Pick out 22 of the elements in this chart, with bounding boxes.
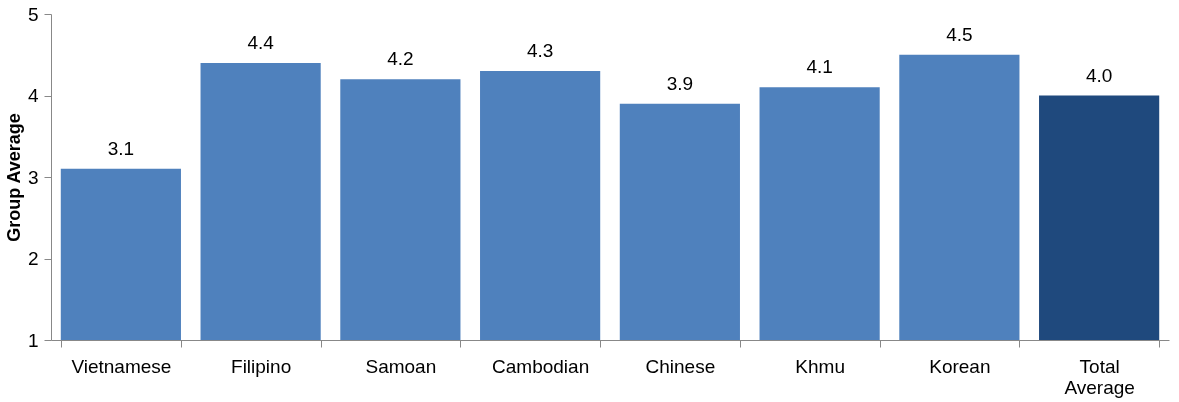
y-axis-title: Group Average — [3, 113, 24, 242]
x-tick-label: Filipino — [231, 355, 292, 377]
data-label: 4.5 — [946, 23, 973, 45]
y-tick-label: 1 — [27, 329, 39, 351]
y-tick-label: 3 — [27, 166, 39, 188]
x-tick-label: Korean — [929, 355, 991, 377]
x-tick-label: Cambodian — [492, 355, 590, 377]
data-label: 4.0 — [1085, 64, 1113, 86]
y-tick-label: 2 — [27, 248, 39, 269]
data-label: 4.2 — [387, 48, 414, 70]
data-label: 4.4 — [247, 31, 275, 53]
x-tick-label: Chinese — [645, 355, 716, 377]
y-tick-label: 4 — [27, 85, 39, 106]
data-label: 3.9 — [666, 72, 694, 94]
x-tick-label: Khmu — [795, 355, 845, 377]
x-tick-label: Total Average — [1064, 355, 1135, 398]
data-label: 4.3 — [526, 40, 554, 62]
x-tick-label: Vietnamese — [71, 355, 172, 377]
data-label: 4.1 — [806, 56, 833, 78]
y-tick-label: 5 — [27, 3, 39, 25]
x-tick-label: Samoan — [365, 355, 437, 377]
data-label: 3.1 — [107, 137, 135, 159]
